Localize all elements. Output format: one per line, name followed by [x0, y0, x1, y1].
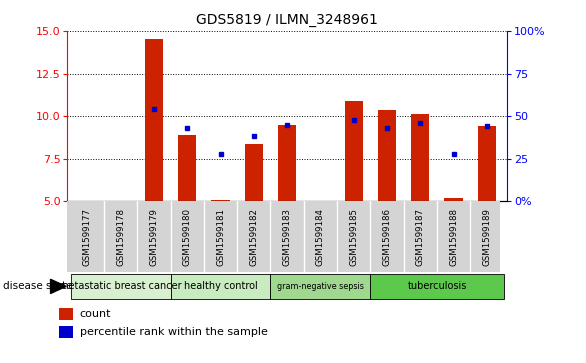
Text: gram-negative sepsis: gram-negative sepsis: [277, 282, 364, 291]
Text: GSM1599185: GSM1599185: [349, 208, 358, 266]
Bar: [145, 39, 163, 201]
Text: GSM1599177: GSM1599177: [83, 208, 92, 266]
Text: GSM1599179: GSM1599179: [149, 208, 158, 266]
Text: GSM1599184: GSM1599184: [316, 208, 325, 266]
Text: GSM1599180: GSM1599180: [183, 208, 192, 266]
Text: GSM1599187: GSM1599187: [416, 208, 425, 266]
Bar: [278, 125, 297, 201]
Bar: [212, 200, 230, 201]
Text: GSM1599188: GSM1599188: [449, 208, 458, 266]
Title: GDS5819 / ILMN_3248961: GDS5819 / ILMN_3248961: [196, 13, 378, 27]
Text: GSM1599183: GSM1599183: [282, 208, 292, 266]
Text: GSM1599189: GSM1599189: [482, 208, 492, 266]
Text: disease state: disease state: [3, 281, 73, 291]
Bar: [411, 114, 430, 201]
Bar: [245, 144, 263, 201]
Text: healthy control: healthy control: [183, 281, 257, 291]
Text: GSM1599182: GSM1599182: [250, 208, 258, 266]
Bar: [71, 274, 171, 299]
Text: GSM1599178: GSM1599178: [116, 208, 125, 266]
Bar: [271, 274, 370, 299]
Text: GSM1599181: GSM1599181: [216, 208, 225, 266]
Text: GSM1599186: GSM1599186: [383, 208, 391, 266]
Bar: [171, 274, 271, 299]
Text: tuberculosis: tuberculosis: [407, 281, 466, 291]
Text: count: count: [80, 309, 111, 319]
Bar: [370, 274, 503, 299]
Bar: [378, 110, 396, 201]
Bar: [178, 135, 196, 201]
Polygon shape: [50, 280, 66, 293]
Text: metastatic breast cancer: metastatic breast cancer: [59, 281, 182, 291]
Bar: [478, 126, 496, 201]
Bar: [59, 326, 73, 338]
Text: percentile rank within the sample: percentile rank within the sample: [80, 327, 268, 337]
Bar: [345, 101, 363, 201]
Bar: [59, 308, 73, 320]
Bar: [444, 198, 463, 201]
